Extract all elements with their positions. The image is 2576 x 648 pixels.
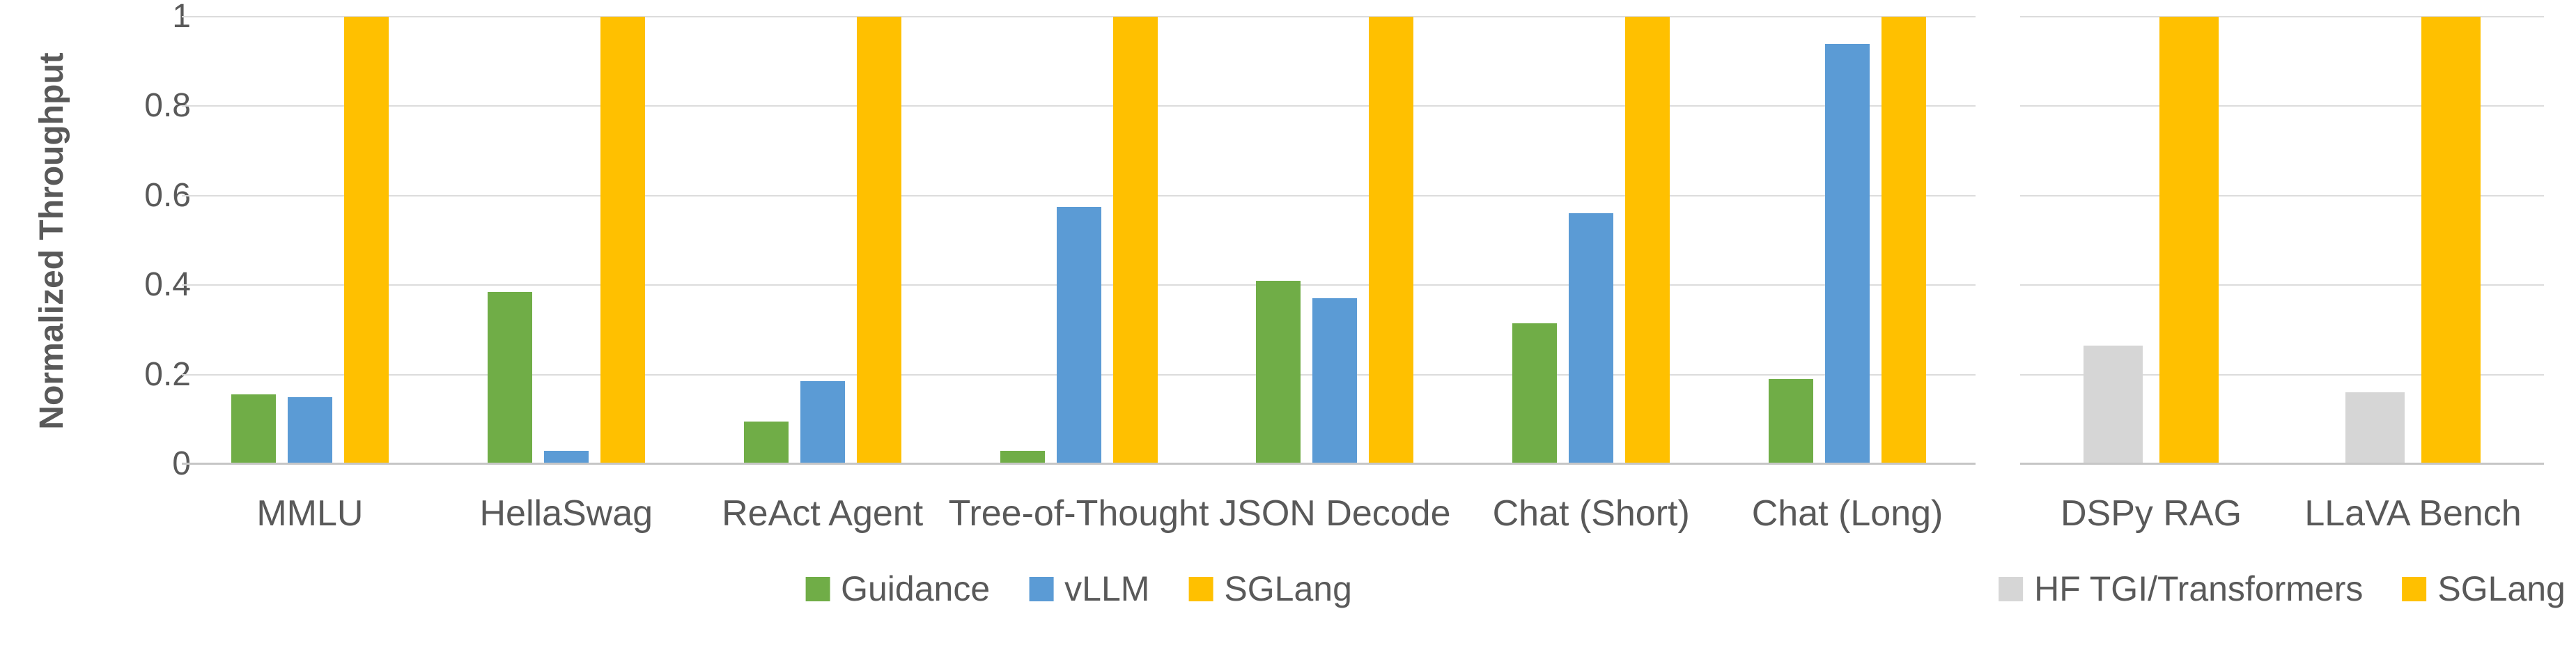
bar-guidance-react-agent (743, 422, 789, 464)
legend-label-vllm: vLLM (1064, 569, 1150, 608)
category-label-hellaswag: HellaSwag (479, 493, 653, 534)
gridline-1 (2020, 16, 2544, 17)
right-chart-plot-area (2020, 16, 2544, 465)
bar-sglang-json-decode (1369, 17, 1414, 464)
x-axis-line (182, 463, 1976, 465)
legend-item-sglang: SGLang (1188, 569, 1352, 609)
legend-item-sglang: SGLang (2402, 569, 2566, 609)
category-label-tree-of-thought: Tree-of-Thought (948, 493, 1209, 534)
category-label-json-decode: JSON Decode (1219, 493, 1451, 534)
bar-guidance-chat-long (1769, 379, 1814, 464)
category-label-dspy-rag: DSPy RAG (2060, 493, 2242, 534)
y-tick-label-0-2: 0.2 (144, 355, 191, 393)
legend-label-sglang: SGLang (2437, 569, 2566, 608)
bar-sglang-dspy-rag (2159, 17, 2219, 464)
bar-sglang-tree-of-thought (1112, 17, 1158, 464)
legend-item-vllm: vLLM (1029, 569, 1149, 609)
left-chart-plot-area (182, 16, 1976, 465)
gridline-0.8 (182, 105, 1976, 107)
bar-vllm-tree-of-thought (1056, 207, 1101, 464)
bar-hf-tgi-transformers-llava-bench (2345, 392, 2405, 464)
category-label-react-agent: ReAct Agent (722, 493, 924, 534)
bar-sglang-chat-short (1625, 17, 1670, 464)
legend-swatch-hf-tgi-transformers (1999, 576, 2024, 601)
gridline-0.8 (2020, 105, 2544, 107)
bar-sglang-react-agent (856, 17, 901, 464)
legend-label-hf-tgi-transformers: HF TGI/Transformers (2034, 569, 2364, 608)
bar-guidance-tree-of-thought (1000, 451, 1045, 464)
legend-label-sglang: SGLang (1224, 569, 1352, 608)
gridline-1 (182, 16, 1976, 17)
y-tick-label-0: 0 (172, 445, 191, 482)
bar-vllm-chat-short (1569, 213, 1614, 464)
legend-swatch-vllm (1029, 576, 1054, 601)
bar-vllm-chat-long (1825, 44, 1870, 464)
bar-guidance-mmlu (231, 394, 276, 464)
legend-label-guidance: Guidance (841, 569, 991, 608)
legend-swatch-sglang (1188, 576, 1213, 601)
bar-guidance-json-decode (1256, 281, 1301, 464)
bar-guidance-hellaswag (487, 292, 532, 464)
bar-sglang-hellaswag (600, 17, 645, 464)
legend-item-guidance: Guidance (805, 569, 990, 609)
bar-sglang-llava-bench (2421, 17, 2481, 464)
category-label-llava-bench: LLaVA Bench (2304, 493, 2522, 534)
y-tick-label-0-6: 0.6 (144, 176, 191, 214)
x-axis-line (2020, 463, 2544, 465)
y-axis-title: Normalized Throughput (33, 52, 70, 430)
bar-vllm-json-decode (1312, 298, 1358, 464)
y-tick-label-0-4: 0.4 (144, 266, 191, 304)
bar-guidance-chat-short (1512, 323, 1558, 464)
gridline-0.6 (2020, 194, 2544, 196)
bar-vllm-react-agent (800, 381, 845, 464)
right-chart-legend: HF TGI/Transformers SGLang (1979, 569, 2576, 609)
bar-sglang-mmlu (343, 17, 389, 464)
legend-swatch-guidance (805, 576, 830, 601)
category-label-chat-short: Chat (Short) (1492, 493, 1690, 534)
left-chart-legend: Guidance vLLM SGLang (786, 569, 1372, 609)
gridline-0.6 (182, 194, 1976, 196)
gridline-0.2 (2020, 373, 2544, 376)
bar-vllm-hellaswag (543, 451, 589, 464)
bar-vllm-mmlu (287, 397, 332, 464)
gridline-0.4 (2020, 284, 2544, 286)
category-label-chat-long: Chat (Long) (1751, 493, 1943, 534)
legend-item-hf-tgi-transformers: HF TGI/Transformers (1999, 569, 2363, 609)
y-tick-label-0-8: 0.8 (144, 87, 191, 125)
legend-swatch-sglang (2402, 576, 2427, 601)
y-tick-label-1: 1 (172, 0, 191, 35)
bar-hf-tgi-transformers-dspy-rag (2084, 346, 2143, 464)
category-label-mmlu: MMLU (256, 493, 364, 534)
bar-sglang-chat-long (1881, 17, 1927, 464)
